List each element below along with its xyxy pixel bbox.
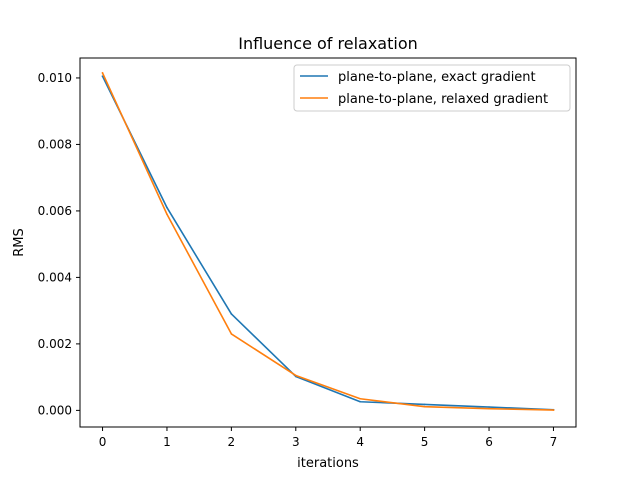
data-point: [230, 333, 233, 335]
y-tick-label: 0.008: [38, 137, 72, 151]
x-axis-label: iterations: [297, 456, 359, 471]
x-tick-label: 4: [356, 435, 364, 449]
x-tick-label: 0: [99, 435, 107, 449]
plot-area: [101, 71, 555, 411]
chart-title: Influence of relaxation: [238, 34, 418, 53]
x-tick-label: 5: [421, 435, 429, 449]
legend-label-1: plane-to-plane, relaxed gradient: [338, 92, 548, 107]
x-tick-label: 7: [550, 435, 558, 449]
y-tick-label: 0.004: [38, 270, 72, 284]
legend: plane-to-plane, exact gradient plane-to-p…: [293, 64, 571, 112]
x-tick-label: 1: [163, 435, 171, 449]
legend-box: [293, 64, 571, 112]
data-point: [101, 72, 104, 74]
data-point: [488, 407, 490, 410]
series-line-0: [101, 75, 555, 411]
data-point: [423, 403, 426, 406]
data-point: [423, 405, 426, 408]
x-tick-label: 6: [485, 435, 493, 449]
data-point: [101, 75, 104, 78]
y-axis: 0.000 0.002 0.004 0.006 0.008 0.010: [38, 71, 80, 417]
data-point: [488, 406, 490, 408]
y-tick-label: 0.002: [38, 337, 72, 351]
x-axis: 0 1 2 3 4 5 6 7: [99, 427, 558, 449]
y-tick-label: 0.000: [38, 403, 72, 417]
series-line-1: [101, 71, 555, 411]
data-point: [359, 400, 362, 403]
data-point: [230, 313, 233, 315]
axes-frame: [79, 57, 577, 428]
data-point: [166, 206, 168, 209]
y-tick-label: 0.010: [38, 71, 72, 85]
data-point: [166, 213, 168, 216]
legend-label-0: plane-to-plane, exact gradient: [338, 70, 536, 85]
data-point: [552, 409, 555, 411]
y-tick-label: 0.006: [38, 204, 72, 218]
data-point: [294, 374, 297, 377]
x-tick-label: 3: [292, 435, 300, 449]
x-tick-label: 2: [228, 435, 236, 449]
data-point: [359, 397, 362, 400]
y-axis-label: RMS: [12, 228, 27, 257]
